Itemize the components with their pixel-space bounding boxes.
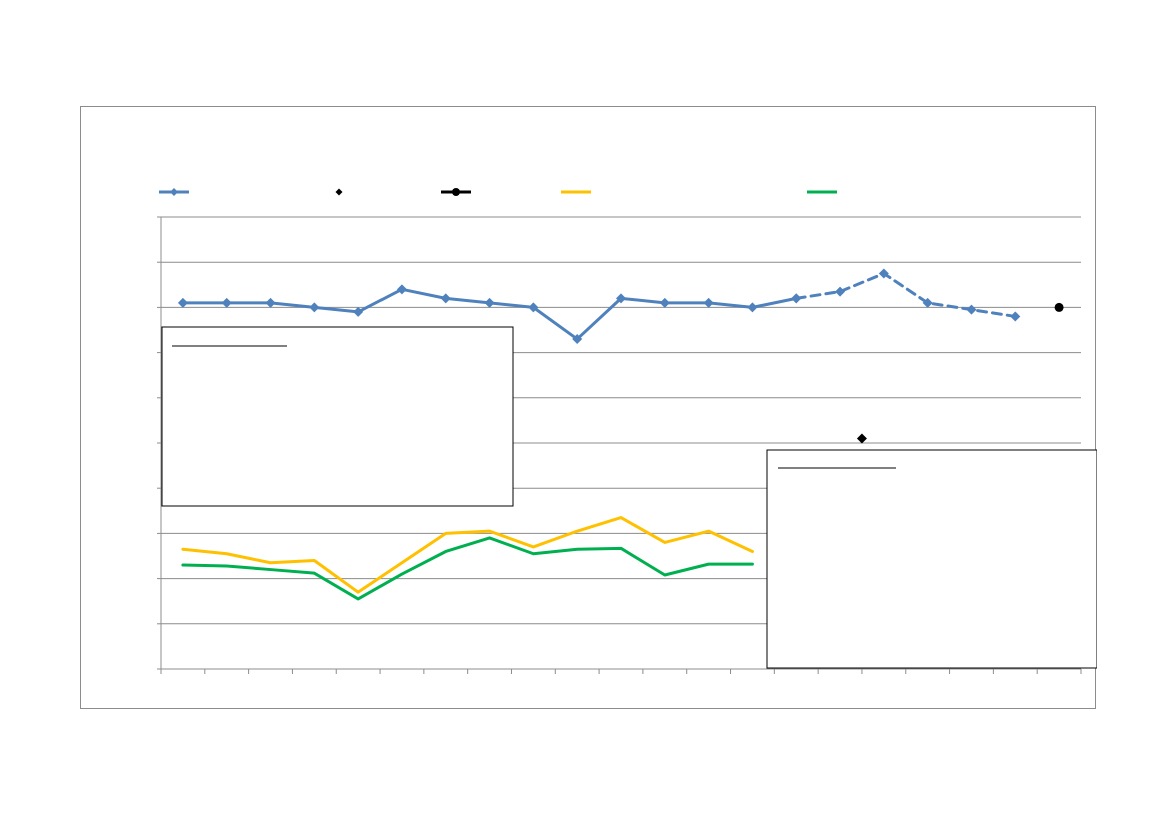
axes <box>157 216 1082 674</box>
data-point <box>309 302 320 313</box>
legend-item <box>441 188 471 196</box>
data-point <box>170 188 178 196</box>
annotation-box-1 <box>161 326 514 507</box>
data-point <box>616 293 626 304</box>
series-2 <box>791 268 1021 322</box>
legend-item <box>335 188 343 196</box>
annotation-frame <box>161 326 514 507</box>
data-point <box>878 268 889 279</box>
data-point <box>835 286 846 297</box>
data-point <box>572 334 583 345</box>
data-point <box>335 188 343 196</box>
series-1 <box>177 284 802 345</box>
series-group <box>177 268 1064 601</box>
chart-frame <box>80 106 1097 709</box>
legend <box>159 188 837 196</box>
annotation-box-2 <box>766 449 1097 669</box>
data-point <box>484 297 495 308</box>
series-3 <box>856 433 867 444</box>
data-point <box>703 297 714 308</box>
line-chart <box>157 188 1097 674</box>
series-5 <box>181 516 754 594</box>
series-6 <box>181 536 754 601</box>
data-point <box>856 433 867 444</box>
data-point <box>659 297 670 308</box>
data-point <box>265 297 276 308</box>
data-point <box>1054 302 1064 312</box>
data-point <box>440 293 451 304</box>
legend-marker <box>452 188 460 196</box>
data-point <box>177 297 188 308</box>
data-point <box>396 284 407 295</box>
annotation-frame <box>766 449 1097 669</box>
annotation-boxes <box>161 326 1097 669</box>
data-point <box>791 293 802 304</box>
data-point <box>747 302 758 313</box>
legend-item <box>159 188 189 196</box>
data-point <box>1010 311 1021 322</box>
data-point <box>221 297 232 308</box>
series-line <box>181 516 754 594</box>
data-point <box>353 306 364 317</box>
series-4 <box>1054 302 1064 312</box>
data-point <box>528 302 539 313</box>
series-line <box>181 536 754 601</box>
series-line <box>794 272 1017 318</box>
data-point <box>922 297 933 308</box>
data-point <box>966 304 977 315</box>
